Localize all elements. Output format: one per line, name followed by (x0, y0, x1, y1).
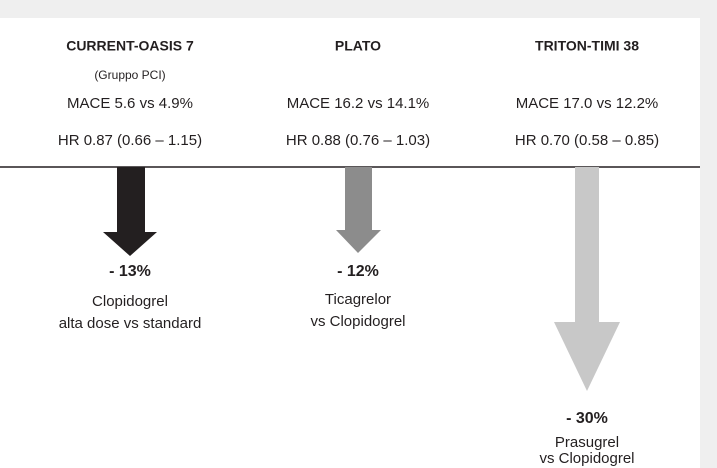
hr: HR 0.87 (0.66 – 1.15) (58, 132, 202, 149)
description: Ticagrelor (325, 291, 391, 308)
trial-subtitle: (Gruppo PCI) (94, 68, 165, 82)
description: alta dose vs standard (59, 315, 202, 332)
mace: MACE 17.0 vs 12.2% (516, 95, 659, 112)
description: Prasugrel (555, 434, 619, 451)
change: - 30% (566, 410, 608, 427)
change: - 12% (337, 263, 379, 280)
description: Clopidogrel (92, 293, 168, 310)
description: vs Clopidogrel (310, 313, 405, 330)
arrow-current-oasis (103, 167, 157, 256)
mace: MACE 16.2 vs 14.1% (287, 95, 430, 112)
change: - 13% (109, 263, 151, 280)
trial-title: TRITON-TIMI 38 (535, 38, 639, 54)
hr: HR 0.88 (0.76 – 1.03) (286, 132, 430, 149)
mace: MACE 5.6 vs 4.9% (67, 95, 193, 112)
trial-title: CURRENT-OASIS 7 (66, 38, 194, 54)
arrow-plato (336, 167, 381, 253)
arrow-triton (554, 167, 620, 391)
trial-title: PLATO (335, 38, 381, 54)
description: vs Clopidogrel (539, 450, 634, 467)
hr: HR 0.70 (0.58 – 0.85) (515, 132, 659, 149)
